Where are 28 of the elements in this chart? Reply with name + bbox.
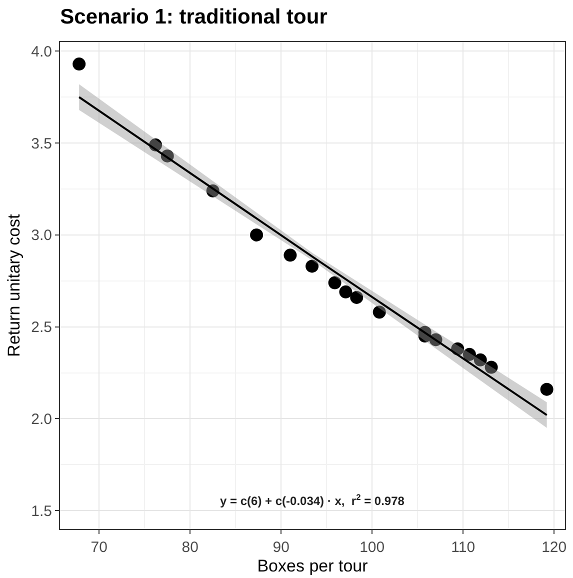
y-tick-label: 3.0	[31, 227, 52, 244]
chart-title: Scenario 1: traditional tour	[60, 5, 328, 28]
point	[339, 285, 352, 298]
point	[306, 260, 319, 273]
point	[284, 248, 297, 262]
x-tick-label: 70	[90, 539, 108, 556]
x-tick-label: 100	[360, 539, 385, 556]
y-tick-label: 1.5	[31, 502, 52, 520]
x-tick-label: 90	[272, 539, 290, 556]
point	[484, 360, 498, 374]
point	[72, 58, 86, 71]
point	[328, 276, 342, 290]
x-tick-label: 80	[182, 539, 198, 556]
point	[350, 290, 364, 304]
x-axis-title: Boxes per tour	[257, 556, 368, 576]
y-tick-label: 3.5	[31, 135, 52, 152]
y-tick-label: 2.5	[31, 319, 52, 336]
point	[372, 306, 386, 319]
point	[462, 348, 476, 361]
y-tick-label: 4.0	[31, 43, 52, 60]
point	[474, 353, 487, 366]
x-tick-label: 110	[451, 539, 476, 556]
annotation: y = c(6) + c(-0.034) · x, r$^{2}$ = 0.978	[220, 492, 405, 508]
y-tick-label: 2.0	[31, 410, 52, 428]
y-axis-title: Return unitary cost	[4, 214, 24, 357]
x-tick-label: 120	[542, 539, 567, 556]
point	[250, 228, 264, 242]
point	[540, 382, 554, 396]
